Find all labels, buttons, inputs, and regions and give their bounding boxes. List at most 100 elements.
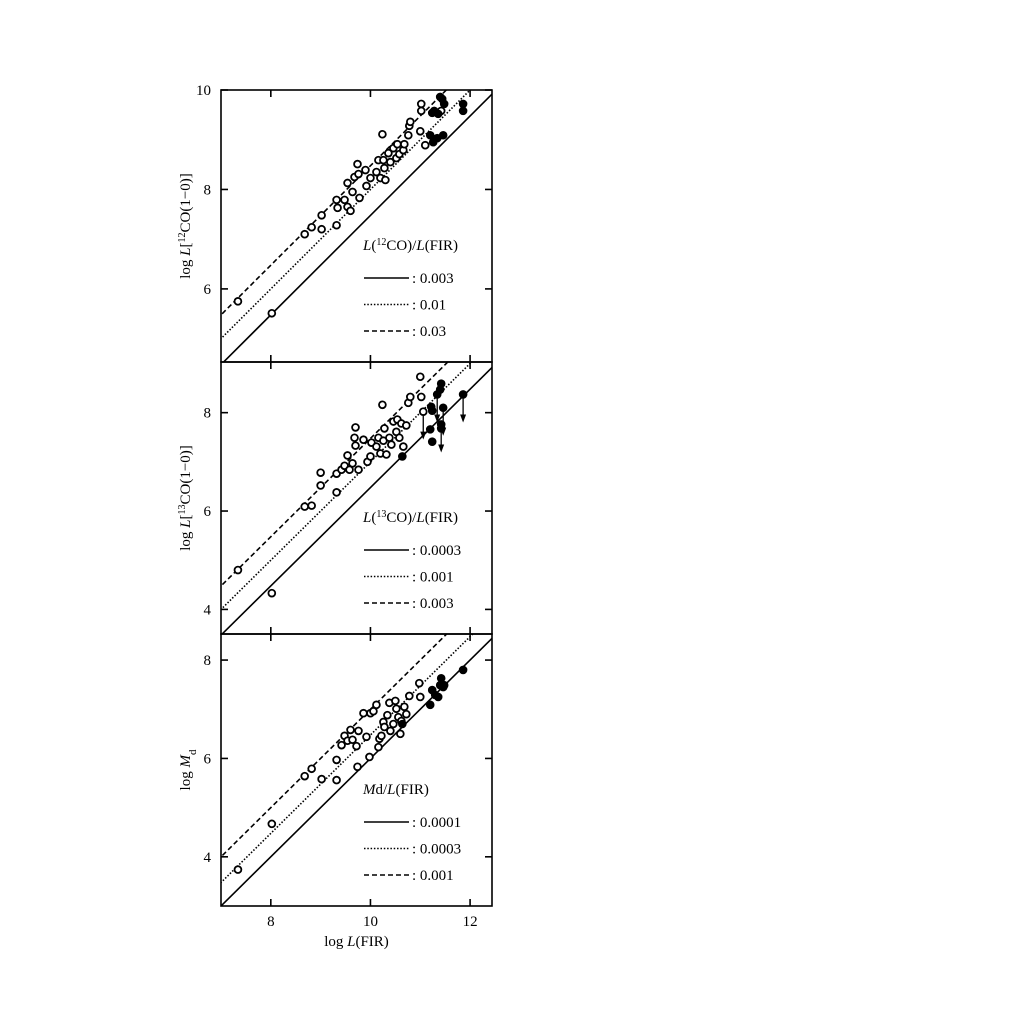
data-point — [362, 732, 371, 742]
data-point — [317, 224, 326, 234]
data-point — [400, 139, 409, 149]
data-point — [316, 481, 325, 490]
plot-frame — [220, 361, 493, 635]
reference-line — [222, 92, 492, 362]
text-part: L — [362, 510, 371, 526]
text-part: [ — [178, 515, 194, 520]
data-point — [343, 178, 352, 188]
data-point — [307, 222, 316, 232]
text-part: 13 — [177, 505, 188, 515]
y-tick-label: 6 — [204, 504, 212, 520]
reference-line — [221, 362, 473, 611]
data-point — [414, 678, 424, 688]
data-point — [458, 99, 468, 109]
data-point — [233, 565, 243, 575]
data-point — [396, 729, 405, 739]
data-point — [355, 193, 364, 203]
reference-line — [221, 90, 472, 340]
y-axis-label: log L[12CO(1−0)] — [177, 173, 195, 279]
data-point — [438, 130, 448, 140]
data-point — [418, 407, 428, 416]
data-point — [384, 148, 393, 158]
y-tick-label: 8 — [204, 182, 212, 198]
legend-label: : 0.003 — [412, 271, 454, 287]
data-point — [337, 740, 346, 750]
data-point — [362, 181, 371, 191]
text-part: (FIR) — [355, 934, 388, 950]
data-point — [317, 211, 326, 220]
data-point — [393, 139, 402, 149]
data-point — [406, 117, 415, 127]
text-part: L — [178, 248, 194, 257]
data-point — [353, 762, 362, 772]
text-part: 12 — [376, 237, 386, 248]
data-point — [439, 680, 449, 690]
text-part: CO(1−0)] — [178, 445, 194, 504]
data-point — [267, 819, 277, 829]
reference-line — [221, 637, 492, 906]
data-point — [366, 173, 375, 183]
data-point — [436, 673, 446, 683]
data-point — [348, 459, 357, 468]
data-point — [354, 726, 363, 736]
text-part: [ — [178, 243, 194, 248]
text-part: log — [178, 528, 194, 551]
data-point — [307, 501, 316, 510]
x-axis-label: log L(FIR) — [324, 934, 389, 950]
data-point — [405, 691, 414, 701]
text-part: ( — [371, 238, 376, 254]
data-point — [350, 433, 359, 443]
data-point — [395, 433, 404, 443]
data-point — [398, 719, 407, 729]
data-point — [389, 719, 398, 729]
data-point — [348, 187, 357, 197]
reference-line — [221, 634, 474, 884]
data-point — [386, 726, 395, 736]
data-point — [439, 99, 449, 109]
data-point — [383, 710, 392, 720]
reference-line — [221, 90, 448, 317]
data-point — [458, 665, 468, 675]
data-point — [380, 722, 389, 732]
data-point — [425, 700, 435, 710]
legend-label: : 0.001 — [412, 868, 454, 884]
reference-line — [221, 366, 492, 634]
y-tick-label: 4 — [204, 602, 212, 618]
data-point — [332, 195, 341, 205]
data-point — [374, 742, 383, 752]
y-tick-label: 6 — [204, 751, 212, 767]
data-point — [352, 741, 361, 751]
text-part: ( — [371, 510, 376, 526]
text-part: L — [386, 782, 395, 798]
data-point — [300, 229, 309, 239]
data-point — [415, 126, 425, 136]
text-part: log — [178, 256, 194, 279]
y-tick-label: 10 — [196, 83, 211, 99]
data-point — [378, 400, 387, 410]
data-point — [300, 771, 309, 781]
reference-line — [221, 362, 449, 588]
text-part: (FIR) — [396, 782, 429, 798]
data-point — [316, 468, 325, 477]
text-part: L — [346, 934, 355, 950]
data-point — [379, 155, 388, 165]
text-part: 12 — [177, 233, 188, 243]
data-point — [354, 465, 363, 475]
data-point — [400, 702, 409, 712]
data-point — [361, 165, 370, 175]
data-point — [402, 709, 411, 719]
data-point — [365, 752, 374, 762]
data-point — [267, 308, 277, 318]
text-part: L — [178, 520, 194, 529]
text-part: d — [187, 749, 199, 755]
data-point — [359, 435, 368, 445]
data-point — [332, 775, 341, 785]
data-point — [404, 130, 413, 140]
data-point — [433, 692, 443, 702]
data-point — [348, 735, 357, 745]
text-part: CO)/ — [386, 510, 417, 526]
text-part: M — [362, 782, 377, 798]
data-point — [332, 488, 341, 497]
data-point — [385, 433, 394, 443]
